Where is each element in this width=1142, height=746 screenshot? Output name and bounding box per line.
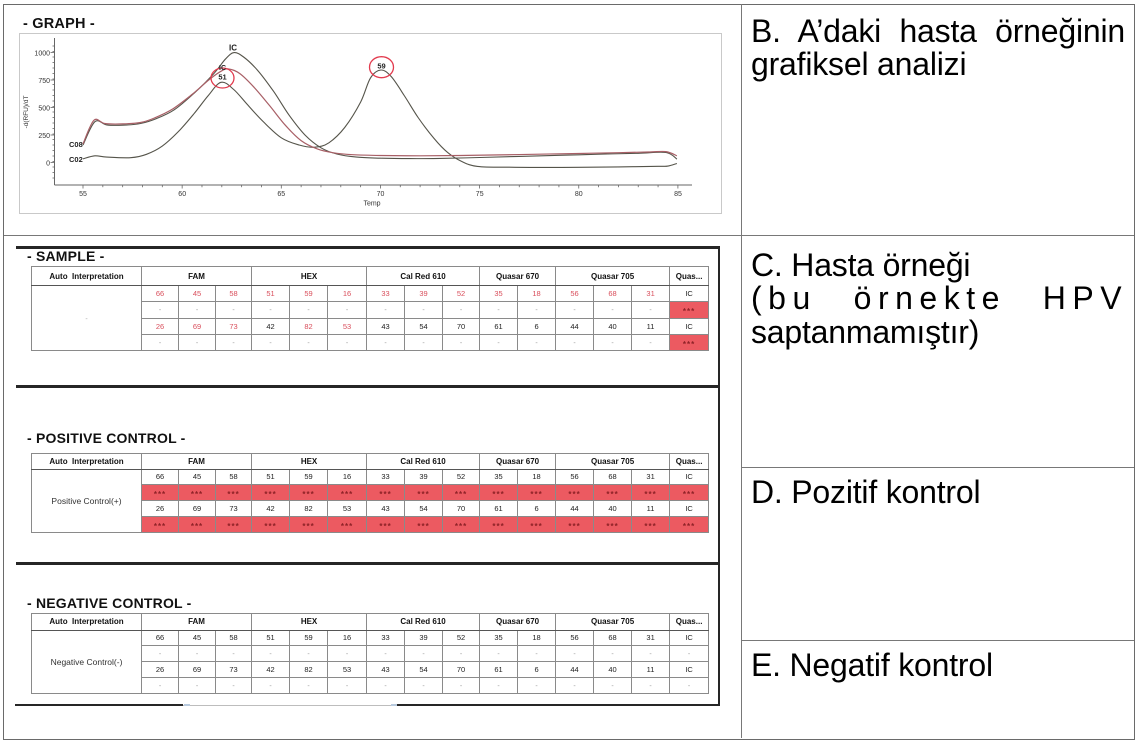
svg-text:70: 70 xyxy=(377,191,385,198)
svg-text:C08: C08 xyxy=(69,140,83,149)
svg-text:65: 65 xyxy=(277,191,285,198)
svg-text:250: 250 xyxy=(38,133,50,140)
svg-text:55: 55 xyxy=(79,191,87,198)
svg-text:85: 85 xyxy=(674,191,682,198)
svg-text:IC: IC xyxy=(219,65,226,72)
svg-text:500: 500 xyxy=(38,105,50,112)
svg-text:Temp: Temp xyxy=(363,201,380,208)
svg-text:75: 75 xyxy=(476,191,484,198)
svg-text:1000: 1000 xyxy=(34,50,50,57)
svg-text:60: 60 xyxy=(178,191,186,198)
svg-text:51: 51 xyxy=(218,73,226,82)
svg-text:C02: C02 xyxy=(69,155,83,164)
svg-text:750: 750 xyxy=(38,78,50,85)
svg-text:0: 0 xyxy=(46,161,50,168)
svg-text:-d(RFU)/dT: -d(RFU)/dT xyxy=(23,96,30,129)
svg-text:IC: IC xyxy=(229,44,237,53)
svg-text:80: 80 xyxy=(575,191,583,198)
svg-text:59: 59 xyxy=(377,62,385,71)
